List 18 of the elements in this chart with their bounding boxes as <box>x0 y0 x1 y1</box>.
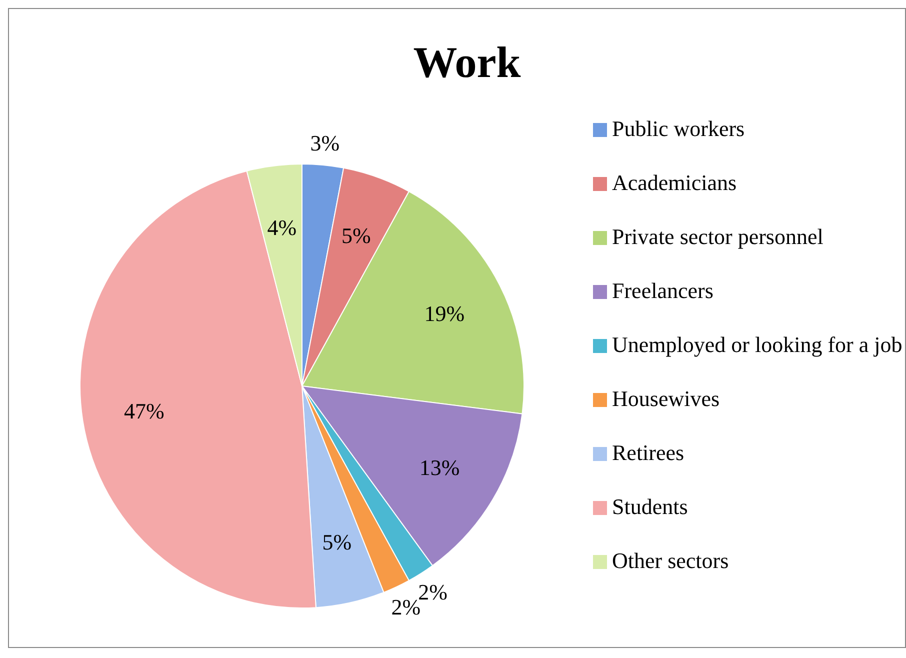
data-label: 47% <box>124 398 164 424</box>
legend-label: Public workers <box>612 116 745 141</box>
data-label: 13% <box>419 454 460 480</box>
data-label: 2% <box>418 580 448 605</box>
data-label: 19% <box>424 300 465 326</box>
legend-label: Unemployed or looking for a job <box>612 332 902 357</box>
data-label: 5% <box>341 223 371 248</box>
legend-label: Students <box>612 494 688 519</box>
data-label: 3% <box>310 130 340 156</box>
legend-label: Freelancers <box>612 278 714 303</box>
data-label: 5% <box>322 529 352 554</box>
legend-label: Private sector personnel <box>612 224 824 249</box>
chart-title: Work <box>412 37 522 88</box>
legend-label: Housewives <box>612 386 720 411</box>
legend-label: Other sectors <box>612 548 729 573</box>
data-label: 4% <box>267 214 297 240</box>
legend-label: Retirees <box>612 440 684 465</box>
legend-label: Academicians <box>612 170 737 195</box>
